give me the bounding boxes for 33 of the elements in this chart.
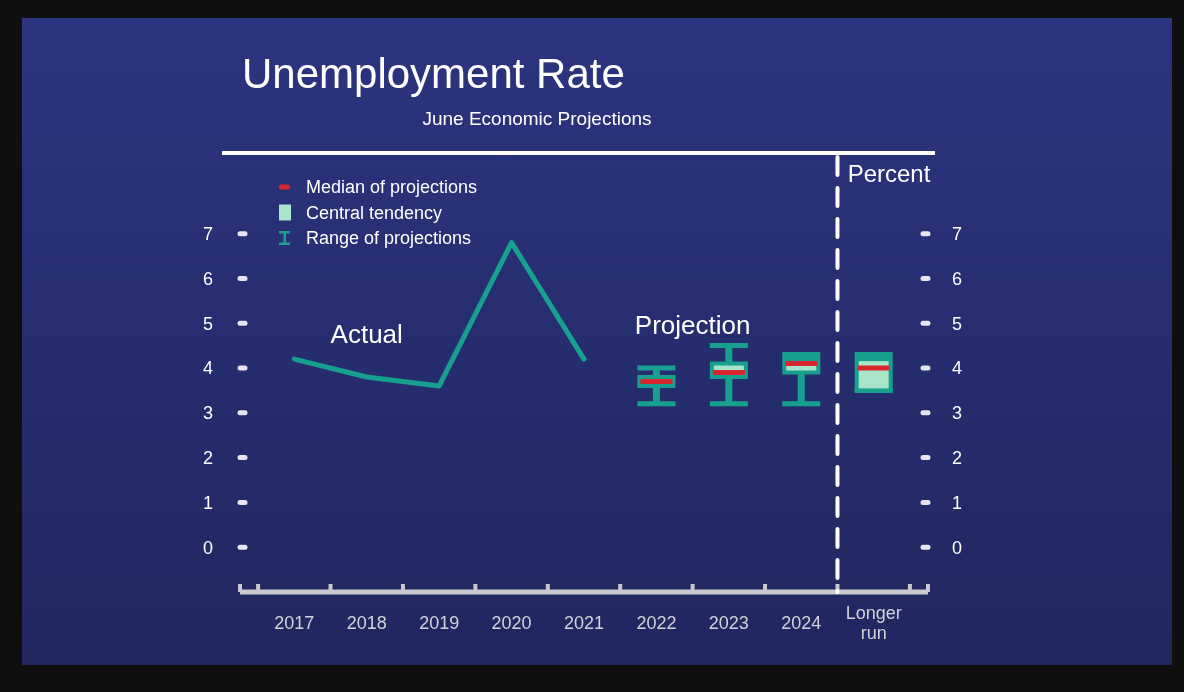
x-tick-label: 2018 [346,613,387,633]
y2-axis-title: Percent [847,160,931,187]
annotation: Range of projections [306,228,472,249]
y-tick-label: 3 [202,403,214,424]
y2-tick-label: 7 [951,223,963,244]
y2-tick-label: 6 [951,268,963,289]
x-tick-label: 2021 [563,613,605,633]
annotation: Median of projections [306,177,478,198]
y-tick-label: 2 [202,447,214,468]
x-tick-label: Longer run [845,603,902,643]
y2-tick-label: 3 [951,403,963,424]
y-tick-label: 1 [202,492,214,513]
chart-subtitle: June Economic Projections [422,108,652,129]
y-tick-label: 7 [202,223,214,244]
x-tick-label: 2024 [781,613,822,633]
y-tick-label: 6 [202,268,214,289]
y2-tick-label: 4 [951,358,963,379]
y2-tick-label: 0 [951,537,963,558]
chart-title: Unemployment Rate [242,50,625,97]
y-tick-label: 0 [202,537,214,558]
y-tick-label: 5 [202,313,214,334]
x-tick-label: 2023 [708,613,749,633]
x-tick-label: 2019 [419,613,460,633]
x-tick-label: 2022 [636,613,677,633]
y2-tick-label: 5 [951,313,963,334]
x-tick-label: 2017 [274,613,315,633]
series-label: Projection [634,309,751,340]
y2-tick-label: 1 [951,492,963,513]
annotation: Central tendency [306,202,443,223]
series-label: Actual [330,319,403,350]
x-tick-label: 2020 [491,613,532,633]
y2-tick-label: 2 [951,447,963,468]
y-tick-label: 4 [202,358,214,379]
